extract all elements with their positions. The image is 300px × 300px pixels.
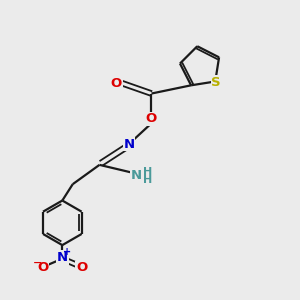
Text: −: − <box>33 258 42 268</box>
Text: N: N <box>57 251 68 264</box>
Text: N: N <box>124 138 135 151</box>
Text: O: O <box>76 262 87 275</box>
Text: O: O <box>146 112 157 125</box>
Text: O: O <box>38 262 49 275</box>
Text: N: N <box>131 169 142 182</box>
Text: H: H <box>143 175 152 185</box>
Text: +: + <box>63 247 71 257</box>
Text: H: H <box>143 167 152 177</box>
Text: S: S <box>211 76 221 89</box>
Text: O: O <box>111 76 122 90</box>
